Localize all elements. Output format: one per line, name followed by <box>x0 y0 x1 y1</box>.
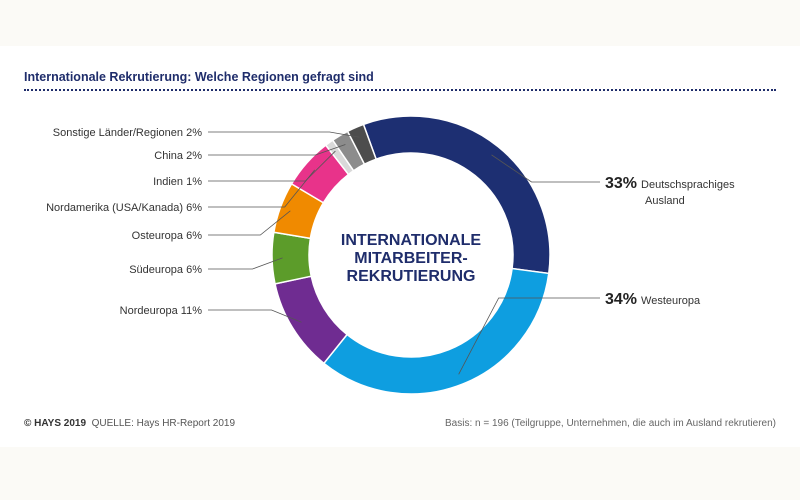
slice-deutschsprachiges-ausland <box>362 115 551 275</box>
donut-slices <box>271 115 551 395</box>
slice-südeuropa <box>271 231 313 285</box>
center-label-line-2: MITARBEITER- <box>354 250 467 267</box>
leader-lines <box>208 131 600 375</box>
slice-label: Osteuropa 6% <box>132 230 203 242</box>
leader-line <box>458 297 600 375</box>
footer-left: © HAYS 2019 QUELLE: Hays HR-Report 2019 <box>24 418 235 429</box>
copyright: © HAYS 2019 <box>24 418 87 429</box>
donut-chart: 33% Deutschsprachiges Ausland 34% Westeuropa… <box>46 115 735 395</box>
leader-line <box>208 144 346 156</box>
footer-basis: Basis: n = 196 (Teilgruppe, Unternehmen,… <box>444 418 776 429</box>
slice-label: Sonstige Länder/Regionen 2% <box>53 127 202 139</box>
top-band <box>0 0 800 46</box>
page-title: Internationale Rekrutierung: Welche Regi… <box>24 70 374 84</box>
center-label-line-3: REKRUTIERUNG <box>347 268 476 285</box>
leader-line <box>208 309 302 323</box>
title-divider <box>24 89 776 91</box>
leader-line <box>208 257 283 270</box>
slice-label: 33% Deutschsprachiges Ausland <box>605 175 735 207</box>
center-label-line-1: INTERNATIONALE <box>341 232 481 249</box>
leader-line <box>491 154 600 183</box>
leader-line <box>208 150 336 182</box>
slice-labels: 33% Deutschsprachiges Ausland 34% Westeuropa… <box>46 127 735 317</box>
slice-label: 34% Westeuropa <box>605 291 701 308</box>
slice-sonstige-länder-regionen <box>346 123 378 166</box>
bottom-band <box>0 447 800 500</box>
slice-westeuropa <box>322 267 550 395</box>
slice-label: Südeuropa 6% <box>129 264 202 276</box>
slice-label: Nordamerika (USA/Kanada) 6% <box>46 202 202 214</box>
slice-label: China 2% <box>154 150 202 162</box>
source: QUELLE: Hays HR-Report 2019 <box>91 418 236 429</box>
leader-line <box>208 131 360 138</box>
leader-line <box>208 169 316 208</box>
slice-label: Nordeuropa 11% <box>120 305 203 317</box>
leader-line <box>208 210 291 236</box>
slice-label: Indien 1% <box>153 176 202 188</box>
